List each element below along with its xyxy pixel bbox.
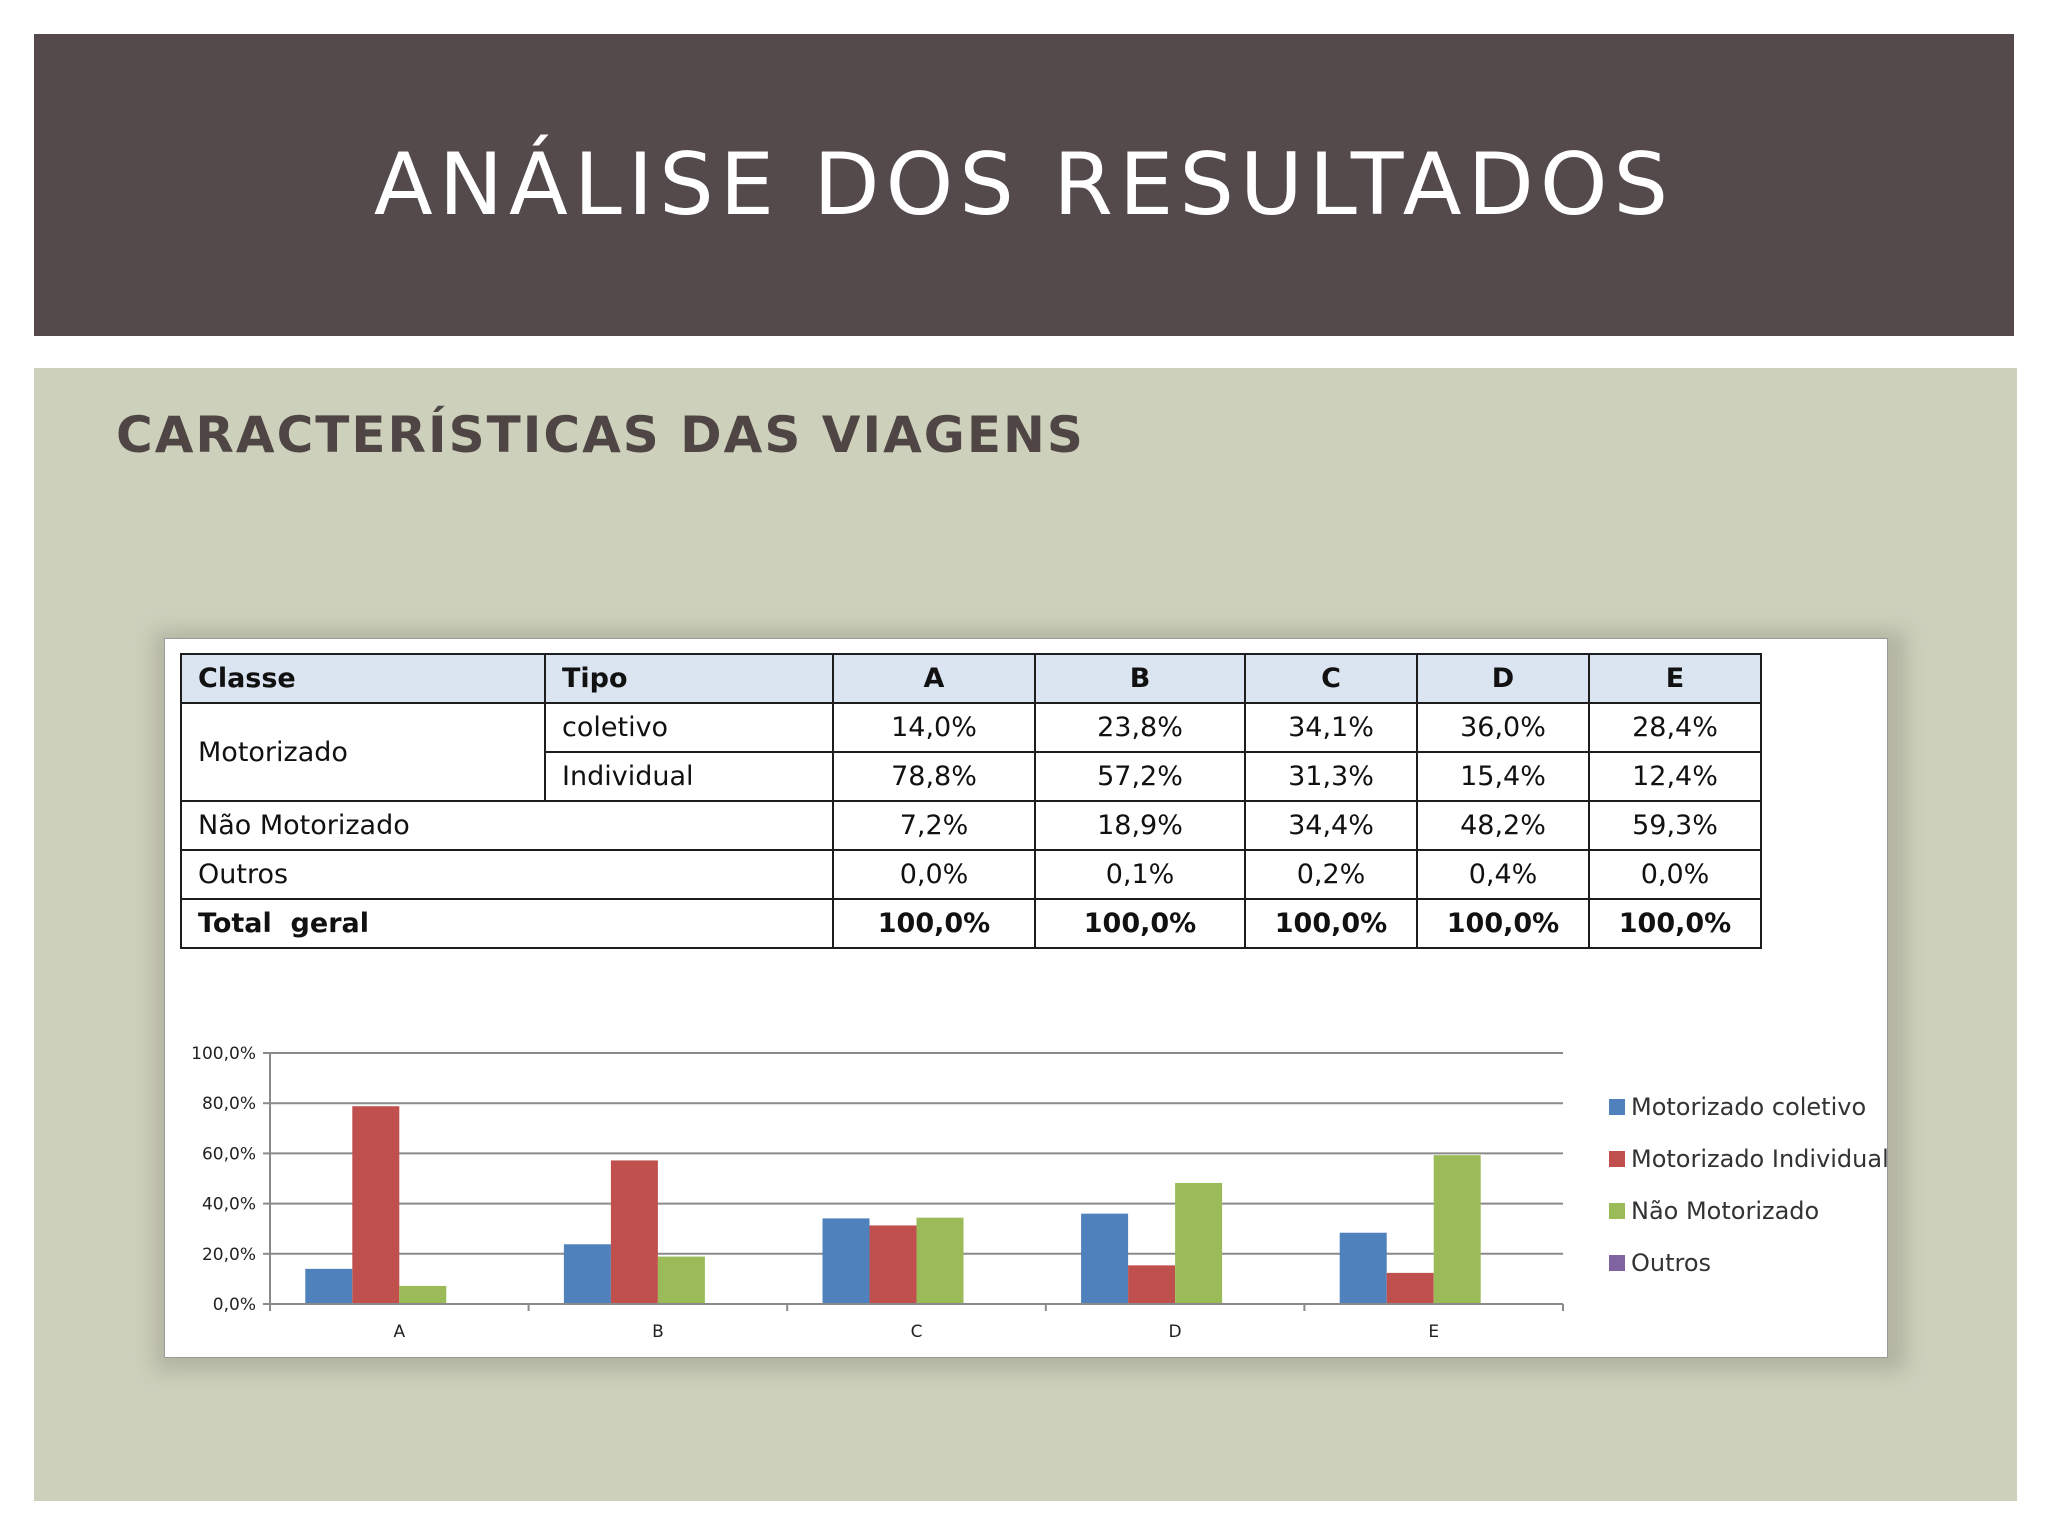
table-row: Outros 0,0% 0,1% 0,2% 0,4% 0,0% — [180, 849, 1762, 900]
bar — [305, 1268, 353, 1304]
bar — [610, 1160, 658, 1304]
table-header-cell: B — [1034, 653, 1246, 704]
y-tick-label: 40,0% — [202, 1195, 256, 1215]
table-cell: 14,0% — [832, 702, 1036, 753]
table-cell: 100,0% — [1034, 898, 1246, 949]
table-header-cell: A — [832, 653, 1036, 704]
bar — [352, 1106, 400, 1304]
bar — [1386, 1272, 1434, 1304]
bar — [399, 1285, 447, 1304]
table-cell: 100,0% — [1244, 898, 1418, 949]
table-cell-tipo: coletivo — [544, 702, 834, 753]
table-cell: 7,2% — [832, 800, 1036, 851]
table-cell: 0,4% — [1416, 849, 1590, 900]
legend-swatch — [1609, 1151, 1625, 1167]
table-header-cell: E — [1588, 653, 1762, 704]
table-cell: 59,3% — [1588, 800, 1762, 851]
x-tick-label: A — [393, 1322, 405, 1342]
legend-label: Outros — [1631, 1249, 1711, 1277]
table-row: Motorizado coletivo 14,0% 23,8% 34,1% 36… — [180, 702, 1762, 802]
bar — [1339, 1232, 1387, 1304]
bar — [657, 1256, 705, 1304]
table-cell: 0,2% — [1244, 849, 1418, 900]
y-tick-label: 60,0% — [202, 1144, 256, 1164]
header-band: ANÁLISE DOS RESULTADOS — [34, 34, 2014, 336]
table-cell: 57,2% — [1034, 751, 1246, 802]
slide-title: ANÁLISE DOS RESULTADOS — [373, 135, 1675, 235]
table-cell: 100,0% — [1416, 898, 1590, 949]
legend-label: Não Motorizado — [1631, 1197, 1819, 1225]
figure-card: Classe Tipo A B C D E Motorizado coletiv… — [164, 638, 1888, 1358]
legend-swatch — [1609, 1099, 1625, 1115]
chart-labels: 0,0% 20,0% 40,0% 60,0% 80,0% 100,0% A B C D E — [191, 1044, 1439, 1342]
table-row: Não Motorizado 7,2% 18,9% 34,4% 48,2% 59… — [180, 800, 1762, 851]
table-header-row: Classe Tipo A B C D E — [180, 653, 1762, 704]
bar-chart: 0,0% 20,0% 40,0% 60,0% 80,0% 100,0% A B C D E Moto… — [191, 1044, 1887, 1342]
bar — [563, 1244, 611, 1304]
bar — [869, 1225, 917, 1304]
chart-legend: Motorizado coletivo Motorizado Individual… — [1609, 1093, 1887, 1277]
table-row: Individual 78,8% 57,2% 31,3% 15,4% 12,4% — [181, 751, 1762, 802]
bar — [916, 1217, 964, 1304]
table-cell-classe: Total geral — [180, 898, 834, 949]
y-tick-label: 80,0% — [202, 1094, 256, 1114]
table-cell: 100,0% — [832, 898, 1036, 949]
table-cell-classe: Não Motorizado — [180, 800, 834, 851]
legend-swatch — [1609, 1203, 1625, 1219]
table-cell-classe: Motorizado — [180, 702, 546, 802]
chart-bars — [305, 1106, 1481, 1304]
table-header-cell: C — [1244, 653, 1418, 704]
bar — [1175, 1183, 1223, 1304]
table-cell: 31,3% — [1244, 751, 1418, 802]
table-cell: 34,1% — [1244, 702, 1418, 753]
x-tick-label: B — [652, 1322, 664, 1342]
table-cell: 28,4% — [1588, 702, 1762, 753]
table-cell-tipo: Individual — [544, 751, 834, 802]
bar — [1081, 1213, 1129, 1304]
table-cell: 48,2% — [1416, 800, 1590, 851]
table-cell: 0,0% — [1588, 849, 1762, 900]
table-cell: 78,8% — [832, 751, 1036, 802]
table-cell: 100,0% — [1588, 898, 1762, 949]
table-header-cell: D — [1416, 653, 1590, 704]
data-table: Classe Tipo A B C D E Motorizado coletiv… — [180, 653, 1762, 949]
table-cell: 36,0% — [1416, 702, 1590, 753]
bar — [1433, 1155, 1481, 1304]
x-tick-label: E — [1428, 1322, 1439, 1342]
bar — [822, 1218, 870, 1304]
x-tick-label: D — [1169, 1322, 1182, 1342]
table-header-cell: Classe — [180, 653, 546, 704]
table-header-cell: Tipo — [544, 653, 834, 704]
table-row-total: Total geral 100,0% 100,0% 100,0% 100,0% … — [180, 898, 1762, 949]
legend-label: Motorizado Individual — [1631, 1145, 1887, 1173]
table-cell: 0,0% — [832, 849, 1036, 900]
table-cell: 18,9% — [1034, 800, 1246, 851]
table-cell-classe: Outros — [180, 849, 834, 900]
chart-axes — [263, 1052, 1564, 1311]
table-cell: 23,8% — [1034, 702, 1246, 753]
x-tick-label: C — [911, 1322, 923, 1342]
y-tick-label: 0,0% — [213, 1295, 256, 1315]
y-tick-label: 100,0% — [191, 1044, 256, 1064]
legend-label: Motorizado coletivo — [1631, 1093, 1866, 1121]
table-cell: 15,4% — [1416, 751, 1590, 802]
table-cell: 34,4% — [1244, 800, 1418, 851]
content-area: CARACTERÍSTICAS DAS VIAGENS Classe Tipo … — [34, 368, 2017, 1501]
y-tick-label: 20,0% — [202, 1245, 256, 1265]
table-cell: 0,1% — [1034, 849, 1246, 900]
section-subtitle: CARACTERÍSTICAS DAS VIAGENS — [116, 406, 1085, 464]
legend-swatch — [1609, 1255, 1625, 1271]
table-cell: 12,4% — [1588, 751, 1762, 802]
bar — [1128, 1265, 1176, 1304]
